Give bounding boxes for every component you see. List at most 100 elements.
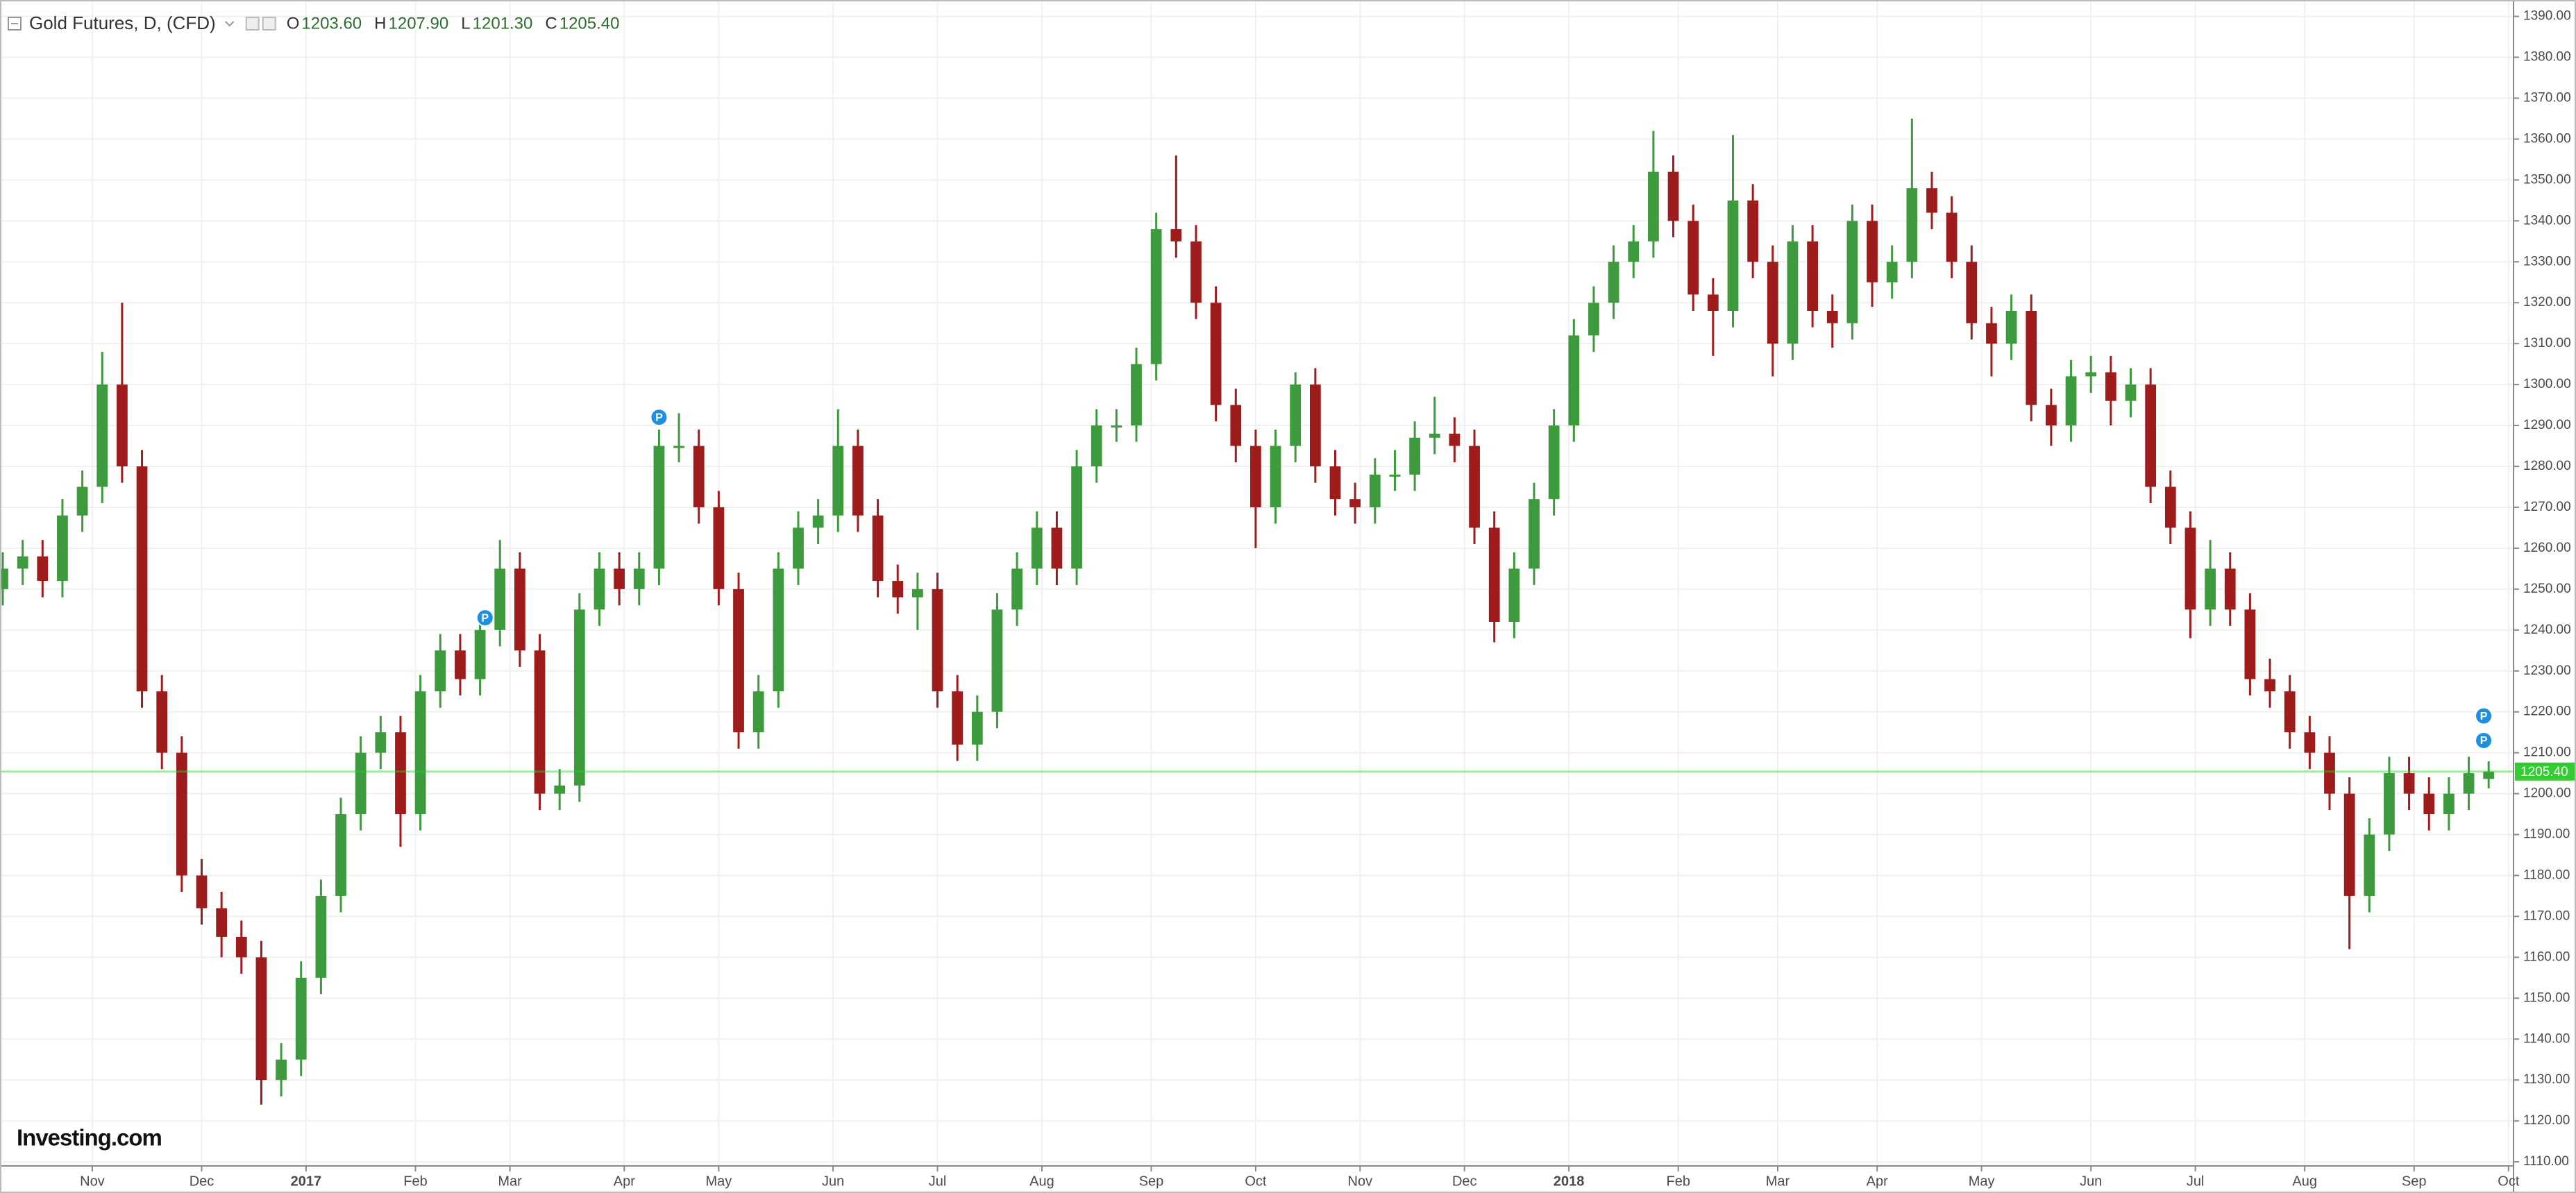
candles [0,118,2495,1105]
event-marker[interactable] [2475,707,2493,725]
candle-body [136,466,148,692]
candle-body [1131,364,1142,426]
candle-body [2065,376,2077,426]
candle-body [235,936,247,958]
event-marker[interactable] [2475,731,2493,750]
candle-body [17,556,28,569]
y-tick-label: 1260.00 [2523,541,2571,555]
candle-body [653,446,665,569]
candle-body [315,895,327,978]
candle-body [1469,446,1480,528]
candle-body [2026,311,2037,405]
y-tick-label: 1320.00 [2523,295,2571,310]
candle-body [693,446,705,507]
y-tick-label: 1390.00 [2523,9,2571,24]
candle-body [176,752,187,876]
y-tick-label: 1310.00 [2523,336,2571,350]
y-tick-label: 1240.00 [2523,623,2571,637]
candle-body [1111,425,1122,428]
candle-body [2384,773,2395,835]
x-tick-label: Apr [1867,1174,1888,1189]
y-tick-label: 1120.00 [2523,1113,2570,1128]
y-tick-label: 1170.00 [2523,908,2570,923]
candle-body [534,650,546,794]
candle-body [1767,262,1778,344]
candle-body [2046,405,2057,426]
candle-body [2403,773,2415,794]
candle-body [276,1059,287,1081]
x-tick-label: May [705,1174,732,1189]
y-tick-label: 1200.00 [2523,786,2571,801]
y-tick-label: 1340.00 [2523,213,2571,228]
y-tick-label: 1270.00 [2523,500,2571,514]
candle-body [514,568,525,651]
event-marker[interactable] [475,609,494,627]
y-tick-label: 1160.00 [2523,949,2570,964]
y-tick-label: 1150.00 [2523,990,2570,1005]
candle-body [733,589,744,733]
candle-body [673,446,684,448]
candle-body [971,711,983,745]
x-tick-label: Oct [2498,1174,2520,1189]
header-button[interactable] [262,17,276,31]
dropdown-arrow[interactable] [225,21,235,27]
candle-body [1091,425,1102,466]
candle-body [1349,499,1361,507]
event-marker[interactable] [650,408,668,427]
candle-body [1051,527,1063,569]
candle-body [0,568,8,589]
candle-body [455,650,466,679]
y-tick-label: 1230.00 [2523,663,2571,678]
candle-body [2364,834,2375,896]
x-tick-label: 2018 [1554,1174,1585,1189]
candle-body [2224,568,2236,610]
y-tick-label: 1190.00 [2523,827,2570,842]
x-tick-label: Sep [2402,1174,2427,1189]
candle-body [1946,212,1958,262]
event-marker-label: P [481,612,489,624]
y-tick-label: 1380.00 [2523,50,2571,65]
x-tick-label: Feb [1666,1174,1690,1189]
x-tick-label: Jun [822,1174,844,1189]
last-price-badge [2515,762,2575,781]
candle-body [2284,691,2296,733]
candle-body [1707,294,1719,311]
candle-body [713,507,725,589]
x-tick-label: Aug [1029,1174,1054,1189]
header-button[interactable] [245,17,260,31]
candle-body [991,609,1003,712]
candle-body [2105,372,2116,401]
legend-key: L [461,14,470,33]
candle-body [2184,527,2196,610]
x-tick-label: Nov [1348,1174,1373,1189]
candle-body [2483,771,2495,779]
candle-body [1409,437,1420,475]
y-tick-label: 1210.00 [2523,745,2571,760]
candle-body [1250,446,1261,507]
legend-key: H [374,14,386,33]
candle-body [1588,303,1599,336]
candle-body [952,691,963,745]
candle-body [1926,188,1937,213]
candle-body [255,957,267,1081]
logo: Investing.com [17,1125,162,1151]
candle-body [1687,221,1699,295]
candle-body [1886,262,1898,282]
y-tick-label: 1280.00 [2523,459,2571,473]
y-tick-label: 1130.00 [2523,1072,2570,1087]
candle-body [435,650,446,692]
candle-body [2085,372,2097,377]
event-marker-label: P [655,412,663,423]
candle-body [1389,474,1401,477]
legend-value: 1201.30 [473,14,533,33]
candle-body [852,446,864,516]
candle-body [1747,200,1759,262]
candle-body [1727,200,1739,311]
candle-body [573,609,585,786]
candle-body [2164,486,2176,528]
y-tick-label: 1300.00 [2523,377,2571,391]
collapse-icon[interactable] [8,17,22,31]
candle-body [1309,384,1321,466]
legend-value: 1205.40 [559,14,620,33]
candle-body [1826,311,1838,323]
